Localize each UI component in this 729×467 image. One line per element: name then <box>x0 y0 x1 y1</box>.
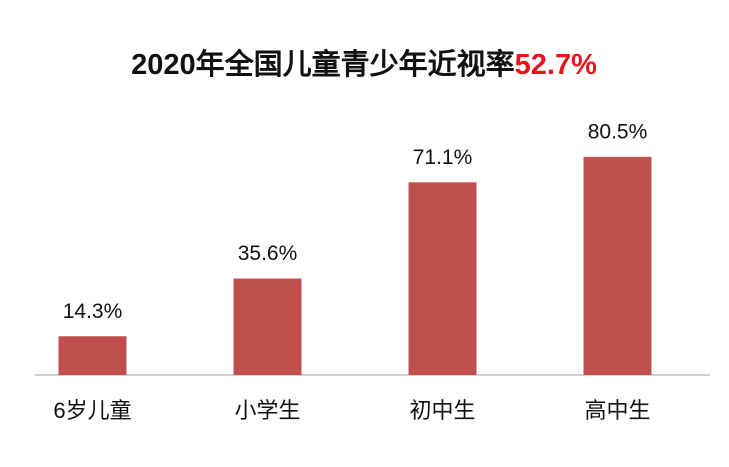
value-label: 35.6% <box>238 242 298 265</box>
value-label: 80.5% <box>588 120 648 143</box>
value-label: 71.1% <box>413 146 473 169</box>
title-highlight: 52.7% <box>515 49 597 81</box>
x-tick-label: 小学生 <box>234 398 300 423</box>
bar <box>408 182 477 375</box>
x-tick-label: 6岁儿童 <box>53 398 131 423</box>
bar <box>58 336 127 375</box>
bar <box>233 278 302 375</box>
x-tick-label: 高中生 <box>584 398 650 423</box>
chart-title: 2020年全国儿童青少年近视率52.7% <box>131 47 597 81</box>
value-label: 14.3% <box>63 300 123 323</box>
bar <box>583 156 652 375</box>
title-main: 2020年全国儿童青少年近视率 <box>131 47 515 81</box>
x-tick-label: 初中生 <box>409 398 475 423</box>
